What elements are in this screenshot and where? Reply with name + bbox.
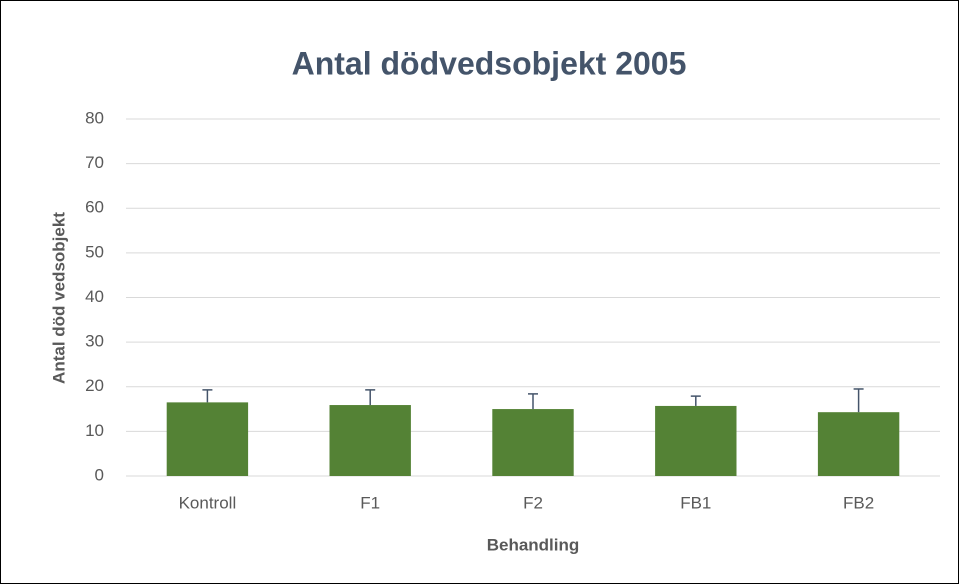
- bar: [166, 402, 249, 476]
- x-tick-label: FB2: [843, 493, 874, 512]
- y-tick-label: 0: [95, 465, 104, 484]
- y-tick-label: 10: [85, 421, 104, 440]
- y-tick-label: 20: [85, 376, 104, 395]
- chart-title: Antal dödvedsobjekt 2005: [292, 45, 687, 81]
- error-bar: [853, 388, 864, 413]
- x-tick-label: Kontroll: [179, 493, 237, 512]
- y-axis-label: Antal död vedsobjekt: [49, 212, 68, 384]
- y-tick-label: 40: [85, 287, 104, 306]
- y-tick-label: 60: [85, 198, 104, 217]
- error-bar: [528, 393, 538, 410]
- x-tick-label: F2: [523, 493, 543, 512]
- y-tick-label: 50: [85, 242, 104, 261]
- error-bar: [202, 389, 213, 403]
- x-axis-label: Behandling: [487, 535, 580, 554]
- error-bar: [690, 395, 701, 406]
- bar: [817, 412, 900, 476]
- x-tick-label: FB1: [680, 493, 711, 512]
- y-tick-label: 80: [85, 108, 104, 127]
- y-tick-label: 70: [85, 153, 104, 172]
- error-bar: [365, 389, 376, 406]
- y-tick-label: 30: [85, 332, 104, 351]
- bar: [329, 405, 411, 476]
- bar: [492, 409, 574, 476]
- bar: [655, 405, 737, 476]
- x-tick-label: F1: [360, 493, 380, 512]
